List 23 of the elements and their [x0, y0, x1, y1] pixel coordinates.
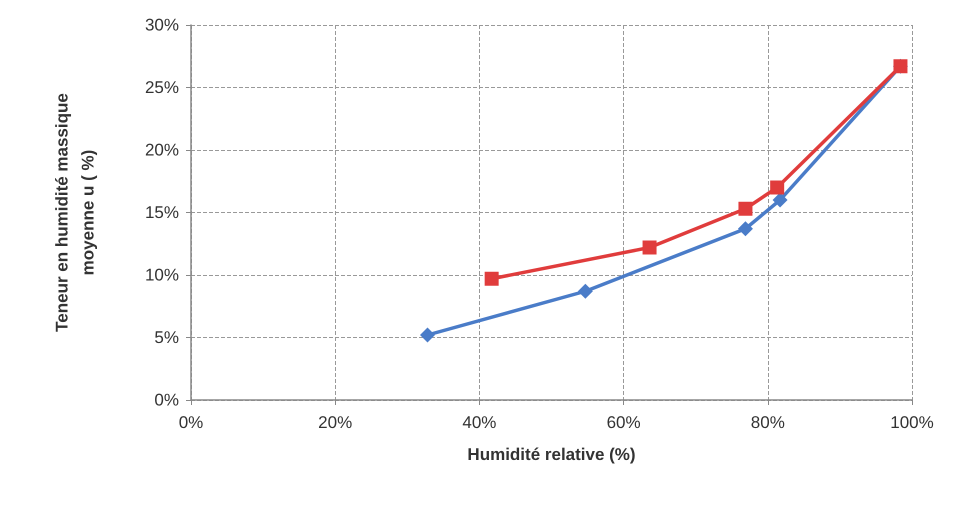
point: [420, 328, 435, 342]
y-tick-label: 20%: [144, 140, 179, 160]
x-axis-title: Humidité relative (%): [467, 445, 636, 464]
point: [772, 192, 788, 208]
y-tick-label: 10%: [144, 266, 179, 284]
point: [770, 180, 784, 194]
y-axis-title: Teneur en humidité massique moyenne u ( %): [52, 93, 98, 332]
x-tick-label: 100%: [890, 413, 934, 432]
point: [738, 202, 752, 216]
y-tick-label: 30%: [144, 16, 179, 34]
y-tick-label: 5%: [154, 328, 179, 347]
y-tick-label: 0%: [154, 390, 179, 410]
x-tick-label: 40%: [462, 413, 496, 432]
y-tick-label: 25%: [144, 78, 179, 97]
x-tick-label: 0%: [178, 413, 204, 432]
x-tick-label: 60%: [606, 413, 641, 432]
point: [484, 272, 499, 286]
point: [642, 240, 657, 254]
y-tick-label: 15%: [144, 203, 179, 222]
x-tick-label: 80%: [750, 413, 785, 432]
point: [578, 284, 593, 299]
x-tick-label: 20%: [318, 413, 352, 432]
point: [738, 221, 753, 236]
